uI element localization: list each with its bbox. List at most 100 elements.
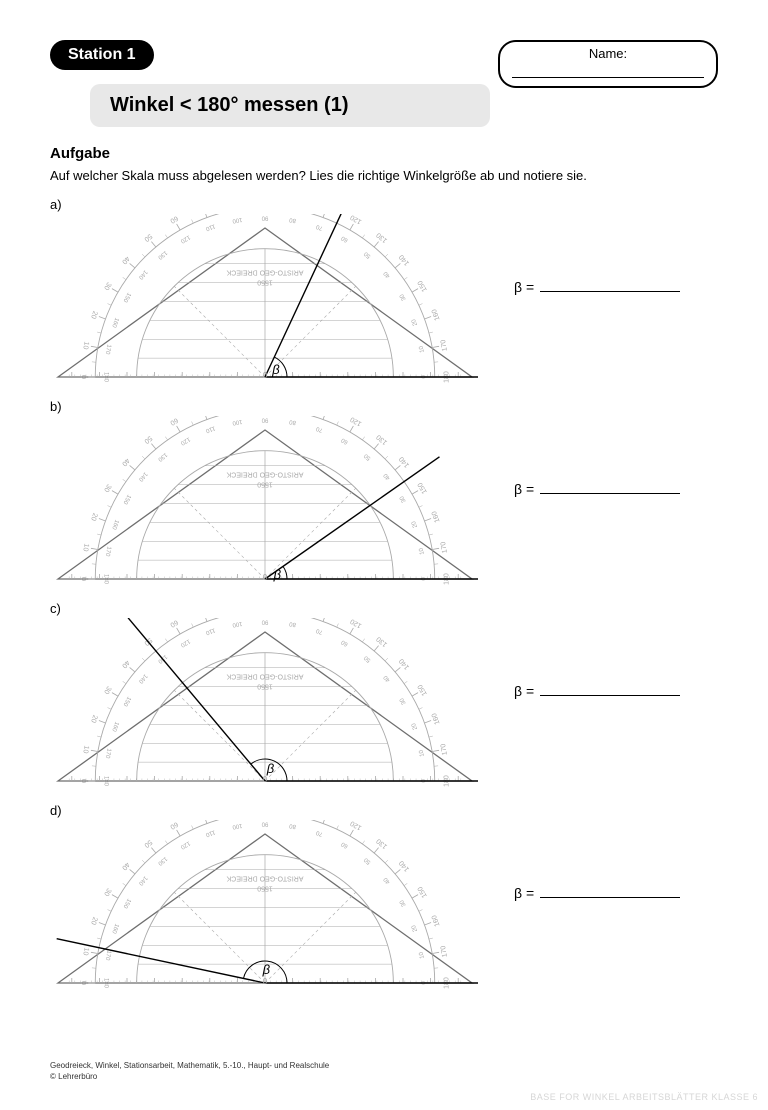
- svg-text:160: 160: [110, 519, 119, 531]
- footer-line2: © Lehrerbüro: [50, 1072, 329, 1082]
- svg-text:130: 130: [375, 837, 389, 850]
- svg-text:110: 110: [204, 222, 216, 231]
- svg-text:120: 120: [179, 234, 191, 245]
- svg-text:80: 80: [288, 418, 296, 425]
- protractor-diagram: 0180101702016030150401405013060120701108…: [50, 618, 480, 793]
- svg-text:170: 170: [104, 950, 112, 962]
- answer-field[interactable]: β =: [514, 884, 680, 901]
- svg-text:30: 30: [399, 898, 408, 907]
- svg-text:120: 120: [179, 436, 191, 447]
- footer: Geodreieck, Winkel, Stationsarbeit, Math…: [50, 1061, 329, 1082]
- svg-text:20: 20: [89, 714, 98, 724]
- svg-text:90: 90: [261, 214, 268, 220]
- svg-text:10: 10: [419, 547, 426, 555]
- answer-label: β =: [514, 683, 534, 699]
- svg-text:30: 30: [399, 292, 408, 301]
- svg-text:100: 100: [231, 216, 243, 224]
- svg-text:110: 110: [204, 626, 216, 635]
- problem-label: d): [50, 803, 718, 818]
- svg-text:140: 140: [137, 269, 148, 281]
- svg-text:70: 70: [315, 425, 324, 433]
- answer-line[interactable]: [540, 278, 680, 292]
- protractor-diagram: 0180101702016030150401405013060120701108…: [50, 214, 480, 389]
- svg-text:160: 160: [431, 712, 442, 725]
- svg-text:20: 20: [411, 924, 419, 933]
- answer-field[interactable]: β =: [514, 682, 680, 699]
- svg-text:60: 60: [169, 214, 179, 224]
- svg-text:90: 90: [261, 416, 268, 422]
- svg-text:10: 10: [81, 745, 89, 754]
- svg-text:60: 60: [169, 618, 179, 628]
- svg-text:120: 120: [349, 618, 363, 629]
- svg-text:10: 10: [419, 951, 426, 959]
- problem-d: d) 0180101702016030150401405013060120701…: [50, 803, 718, 995]
- problem-a: a) 0180101702016030150401405013060120701…: [50, 197, 718, 389]
- svg-text:ARISTO-GEO DREIECK: ARISTO-GEO DREIECK: [226, 875, 303, 882]
- svg-text:120: 120: [179, 840, 191, 851]
- svg-text:1550: 1550: [257, 481, 273, 488]
- svg-text:130: 130: [375, 433, 389, 446]
- svg-text:120: 120: [349, 214, 363, 225]
- svg-text:20: 20: [411, 318, 419, 327]
- svg-text:10: 10: [81, 947, 89, 956]
- svg-text:150: 150: [121, 897, 132, 909]
- svg-text:30: 30: [102, 685, 112, 695]
- answer-line[interactable]: [540, 884, 680, 898]
- svg-text:40: 40: [120, 861, 130, 872]
- svg-text:40: 40: [383, 673, 392, 682]
- answer-field[interactable]: β =: [514, 480, 680, 497]
- answer-label: β =: [514, 481, 534, 497]
- svg-text:0: 0: [79, 981, 86, 985]
- svg-text:40: 40: [383, 875, 392, 884]
- svg-text:120: 120: [179, 638, 191, 649]
- svg-text:130: 130: [375, 635, 389, 648]
- svg-text:150: 150: [417, 885, 429, 899]
- footer-line1: Geodreieck, Winkel, Stationsarbeit, Math…: [50, 1061, 329, 1071]
- name-field-box[interactable]: Name:: [498, 40, 718, 88]
- svg-text:10: 10: [419, 749, 426, 757]
- svg-text:90: 90: [261, 820, 268, 826]
- problem-c: c) 0180101702016030150401405013060120701…: [50, 601, 718, 793]
- svg-text:30: 30: [399, 696, 408, 705]
- svg-text:160: 160: [110, 721, 119, 733]
- name-label: Name:: [589, 46, 627, 61]
- task-text: Auf welcher Skala muss abgelesen werden?…: [50, 168, 718, 183]
- svg-text:180: 180: [102, 372, 108, 383]
- svg-text:140: 140: [137, 673, 148, 685]
- svg-text:β: β: [271, 362, 280, 377]
- answer-field[interactable]: β =: [514, 278, 680, 295]
- svg-text:150: 150: [417, 481, 429, 495]
- svg-text:170: 170: [440, 339, 449, 352]
- protractor-diagram: 0180101702016030150401405013060120701108…: [50, 416, 480, 591]
- svg-text:170: 170: [440, 541, 449, 554]
- svg-text:80: 80: [288, 216, 296, 223]
- svg-text:50: 50: [363, 250, 372, 259]
- svg-text:70: 70: [315, 829, 324, 837]
- svg-text:70: 70: [315, 223, 324, 231]
- svg-text:ARISTO-GEO DREIECK: ARISTO-GEO DREIECK: [226, 269, 303, 276]
- svg-text:0: 0: [263, 573, 268, 582]
- svg-text:30: 30: [102, 887, 112, 897]
- svg-text:130: 130: [156, 249, 168, 260]
- svg-text:40: 40: [383, 269, 392, 278]
- svg-text:β: β: [262, 962, 271, 977]
- svg-text:170: 170: [104, 344, 112, 356]
- svg-text:160: 160: [431, 510, 442, 523]
- svg-text:50: 50: [143, 434, 154, 444]
- svg-text:70: 70: [315, 627, 324, 635]
- svg-text:40: 40: [120, 659, 130, 670]
- svg-text:180: 180: [102, 574, 108, 585]
- svg-text:140: 140: [398, 657, 411, 671]
- protractor-diagram: 0180101702016030150401405013060120701108…: [50, 820, 480, 995]
- answer-line[interactable]: [540, 682, 680, 696]
- svg-text:10: 10: [81, 341, 89, 350]
- svg-text:140: 140: [398, 455, 411, 469]
- task-heading: Aufgabe: [50, 145, 718, 162]
- svg-text:100: 100: [231, 418, 243, 426]
- svg-text:80: 80: [288, 822, 296, 829]
- svg-text:160: 160: [110, 923, 119, 935]
- svg-text:50: 50: [363, 452, 372, 461]
- svg-text:130: 130: [375, 231, 389, 244]
- answer-line[interactable]: [540, 480, 680, 494]
- svg-text:40: 40: [120, 255, 130, 266]
